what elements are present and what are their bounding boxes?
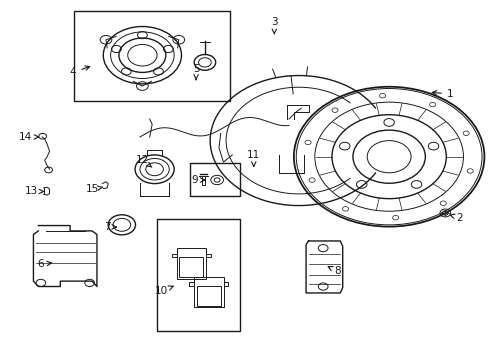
Text: 11: 11 bbox=[247, 150, 260, 166]
Text: 10: 10 bbox=[154, 286, 173, 296]
Bar bbox=[196, 286, 221, 306]
Bar bbox=[179, 257, 203, 277]
Text: 1: 1 bbox=[432, 89, 454, 99]
Text: 7: 7 bbox=[104, 222, 117, 231]
Text: 9: 9 bbox=[192, 175, 205, 185]
Bar bbox=[190, 163, 240, 196]
Bar bbox=[176, 248, 206, 279]
Text: 8: 8 bbox=[328, 266, 341, 276]
Text: 6: 6 bbox=[37, 259, 51, 269]
Text: 4: 4 bbox=[70, 66, 90, 77]
Text: 15: 15 bbox=[86, 184, 102, 194]
Text: 12: 12 bbox=[136, 155, 152, 167]
Text: 13: 13 bbox=[24, 186, 44, 197]
Bar bbox=[157, 220, 240, 330]
Text: 14: 14 bbox=[19, 132, 39, 142]
Bar bbox=[74, 12, 230, 101]
Text: 2: 2 bbox=[450, 213, 464, 222]
Text: 5: 5 bbox=[193, 64, 199, 80]
Bar bbox=[194, 277, 223, 307]
Text: 3: 3 bbox=[271, 17, 278, 33]
